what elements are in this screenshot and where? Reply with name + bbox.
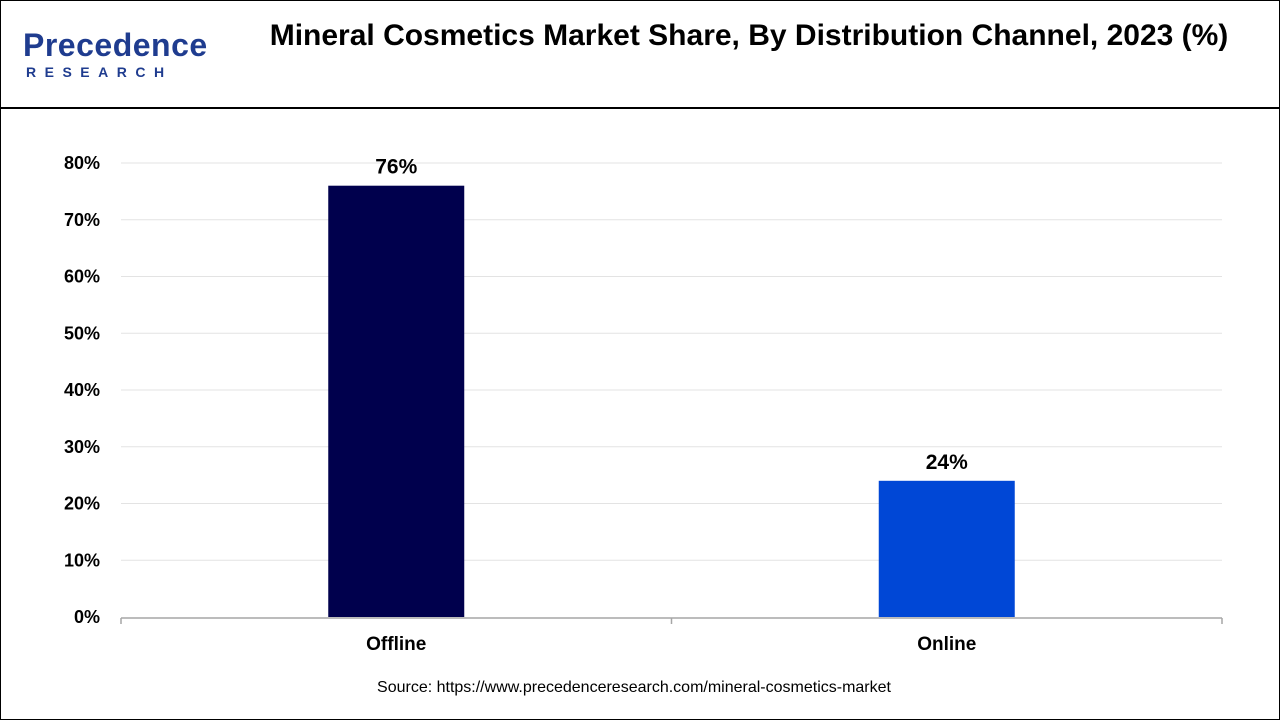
y-tick-label: 30% <box>64 437 100 457</box>
brand-logo: Precedence RESEARCH <box>23 27 223 87</box>
data-label: 76% <box>375 156 417 179</box>
logo-wordmark: Precedence <box>23 27 208 63</box>
y-tick-label: 80% <box>64 153 100 173</box>
bar-online <box>878 480 1015 617</box>
y-tick-label: 20% <box>64 494 100 514</box>
chart-title: Mineral Cosmetics Market Share, By Distr… <box>269 19 1229 52</box>
source-note: Source: https://www.precedenceresearch.c… <box>377 679 891 696</box>
y-tick-label: 0% <box>74 607 100 627</box>
x-tick-label: Online <box>917 634 976 655</box>
y-tick-label: 50% <box>64 323 100 343</box>
y-tick-label: 70% <box>64 210 100 230</box>
bar-offline <box>328 185 465 617</box>
y-tick-label: 10% <box>64 550 100 570</box>
y-tick-label: 40% <box>64 380 100 400</box>
chart-header: Precedence RESEARCH Mineral Cosmetics Ma… <box>1 1 1279 109</box>
y-tick-label: 60% <box>64 267 100 287</box>
data-label: 24% <box>926 451 968 474</box>
logo-subtext: RESEARCH <box>26 64 173 80</box>
x-tick-label: Offline <box>366 634 426 655</box>
